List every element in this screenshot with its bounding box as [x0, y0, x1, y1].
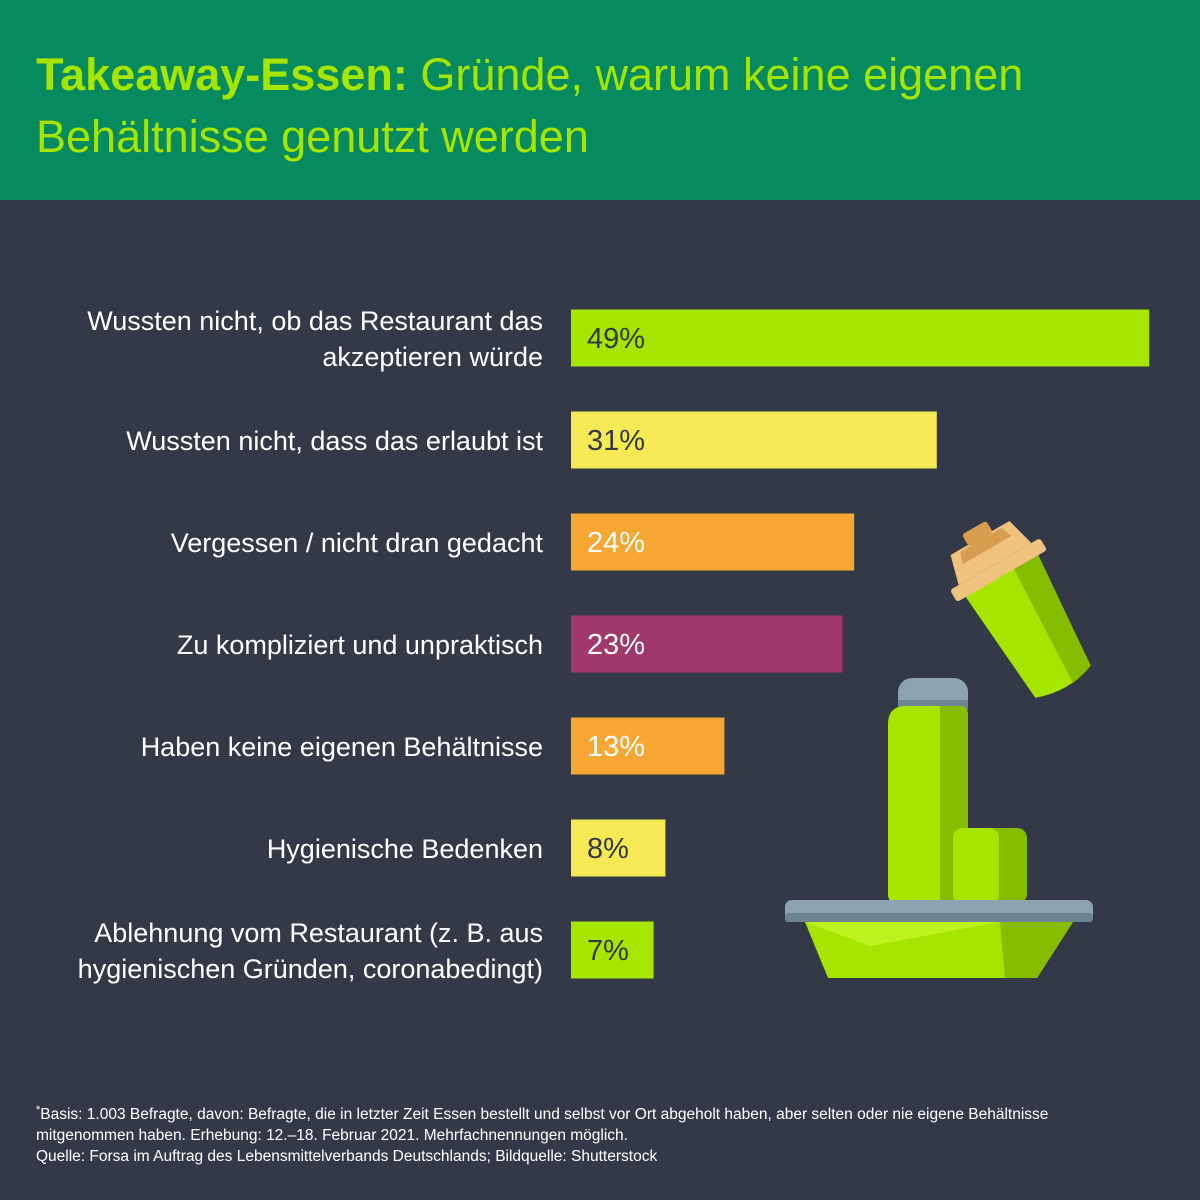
bar-value-label-7: 7% [587, 935, 629, 967]
category-label-line: Hygienische Bedenken [267, 834, 543, 864]
bar-6 [571, 819, 666, 877]
page-title: Takeaway-Essen: Gründe, warum keine eige… [36, 44, 1156, 168]
food-container-icon [785, 900, 1093, 978]
title-rest: Gründe, warum keine eigenen Behältnisse … [36, 49, 1024, 162]
bar-7 [571, 921, 654, 979]
bar-value-label-4: 23% [587, 629, 645, 661]
bar-1 [571, 309, 1150, 367]
footnote-source: Quelle: Forsa im Auftrag des Lebensmitte… [36, 1148, 658, 1166]
bar-value-label-3: 24% [587, 527, 645, 559]
category-label-2: Wussten nicht, dass das erlaubt ist [126, 426, 543, 456]
footnote-basis-cont: mitgenommen haben. Erhebung: 12.–18. Feb… [36, 1127, 628, 1145]
bar-value-label-1: 49% [587, 323, 645, 355]
title-bold: Takeaway-Essen: [36, 49, 408, 100]
category-label-1: Wussten nicht, ob das Restaurant das akze… [87, 306, 543, 372]
jar-icon [953, 828, 1027, 904]
category-label-4: Zu kompliziert und unpraktisch [177, 630, 543, 660]
footnote-basis: *Basis: 1.003 Befragte, davon: Befragte,… [36, 1100, 1166, 1125]
category-label-7: Ablehnung vom Restaurant (z. B. aus hygie… [78, 918, 543, 984]
bar-5 [571, 717, 725, 775]
category-label-line: Wussten nicht, ob das Restaurant das [87, 306, 543, 336]
category-label-line: Wussten nicht, dass das erlaubt ist [126, 426, 543, 456]
bar-2 [571, 411, 937, 469]
bar-3 [571, 513, 855, 571]
chart-bars: 49% Wussten nicht, ob das Restaurant das a… [78, 306, 1150, 984]
category-label-line: akzeptieren würde [322, 342, 543, 372]
bar-4 [571, 615, 843, 673]
category-label-line: Zu kompliziert und unpraktisch [177, 630, 543, 660]
bar-value-label-6: 8% [587, 833, 629, 865]
category-label-6: Hygienische Bedenken [267, 834, 543, 864]
category-label-line: Ablehnung vom Restaurant (z. B. aus [94, 918, 543, 948]
reusable-containers-illustration [785, 521, 1093, 978]
bar-value-label-2: 31% [587, 425, 645, 457]
cup-icon [950, 521, 1091, 698]
footnote-asterisk: * [36, 1104, 41, 1116]
footnote: *Basis: 1.003 Befragte, davon: Befragte,… [36, 1100, 1166, 1167]
category-label-line: hygienischen Gründen, coronabedingt) [78, 954, 543, 984]
category-label-3: Vergessen / nicht dran gedacht [171, 528, 544, 558]
header-banner: Takeaway-Essen: Gründe, warum keine eige… [0, 0, 1200, 200]
footnote-basis-text: Basis: 1.003 Befragte, davon: Befragte, … [40, 1106, 1049, 1124]
category-label-5: Haben keine eigenen Behältnisse [141, 732, 543, 762]
category-label-line: Haben keine eigenen Behältnisse [141, 732, 543, 762]
category-label-line: Vergessen / nicht dran gedacht [171, 528, 544, 558]
bar-value-label-5: 13% [587, 731, 645, 763]
